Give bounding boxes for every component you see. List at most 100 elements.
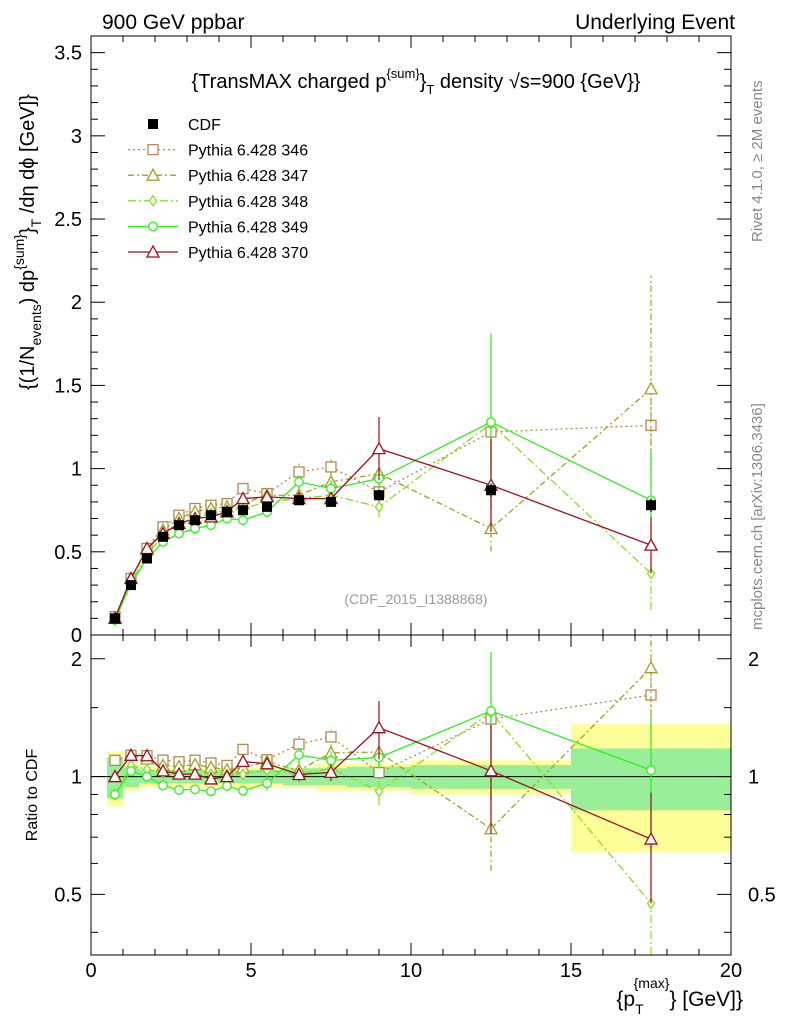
legend-marker bbox=[147, 143, 159, 156]
ratio-marker bbox=[139, 748, 155, 762]
data-marker bbox=[174, 520, 184, 531]
ratio-series-line bbox=[114, 667, 652, 830]
y-tick-label: 0.5 bbox=[54, 542, 82, 564]
data-marker bbox=[486, 485, 496, 496]
ratio-series-line bbox=[114, 694, 652, 774]
data-marker bbox=[262, 501, 272, 512]
legend-label: Pythia 6.428 347 bbox=[188, 168, 308, 185]
x-tick-label: 10 bbox=[400, 960, 422, 982]
legend-label: Pythia 6.428 348 bbox=[188, 194, 308, 211]
ratio-marker bbox=[237, 743, 249, 756]
series-marker bbox=[325, 461, 337, 473]
data-marker bbox=[158, 531, 168, 542]
ratio-marker bbox=[142, 771, 152, 782]
y-tick-label: 1 bbox=[71, 459, 82, 481]
ratio-marker bbox=[155, 763, 171, 777]
ratio-marker bbox=[294, 750, 304, 760]
series-marker bbox=[643, 381, 659, 395]
ratio-marker bbox=[371, 720, 387, 734]
ratio-marker bbox=[259, 756, 275, 770]
y-tick-label: 2.5 bbox=[54, 209, 82, 231]
header-right: Underlying Event bbox=[575, 11, 735, 34]
ratio-marker bbox=[158, 780, 168, 791]
analysis-label: (CDF_2015_I1388868) bbox=[344, 591, 487, 607]
y-tick-label: 0 bbox=[71, 625, 82, 647]
ratio-marker bbox=[238, 768, 248, 781]
ratio-marker bbox=[190, 784, 200, 795]
legend: CDF Pythia 6.428 346 Pythia 6.428 347 Pythi… bbox=[128, 117, 308, 262]
ratio-marker bbox=[206, 786, 216, 797]
ratio-y-tick-label: 2 bbox=[71, 649, 82, 671]
ratio-marker bbox=[123, 747, 139, 761]
legend-marker bbox=[145, 244, 161, 258]
mcplots-label: mcplots.cern.ch [arXiv:1306.3436] bbox=[749, 403, 766, 630]
data-marker bbox=[222, 506, 232, 517]
y-tick-label: 3 bbox=[71, 126, 82, 148]
x-tick-label: 0 bbox=[85, 960, 96, 982]
series-marker bbox=[174, 528, 184, 539]
ratio-marker bbox=[486, 706, 496, 716]
ratio-marker bbox=[126, 766, 136, 776]
main-plot: 0 0.5 1 1.5 2 2.5 3 3.5 bbox=[54, 35, 732, 647]
series-marker bbox=[486, 417, 496, 427]
ratio-y-tick-label-right: 0.5 bbox=[748, 884, 776, 906]
ratio-plot-frame bbox=[90, 634, 732, 956]
y-tick-label: 1.5 bbox=[54, 375, 82, 397]
legend-marker bbox=[148, 194, 158, 207]
legend-marker bbox=[148, 221, 158, 232]
legend-marker bbox=[145, 167, 161, 181]
ratio-marker bbox=[219, 769, 235, 783]
ratio-marker bbox=[262, 778, 272, 789]
series-marker bbox=[374, 500, 384, 514]
ratio-marker bbox=[174, 785, 184, 795]
legend-label: Pythia 6.428 349 bbox=[188, 219, 308, 236]
ratio-marker bbox=[293, 738, 305, 750]
x-axis-label: {pT{max}} [GeV]} bbox=[616, 975, 743, 1017]
ratio-y-tick-label-right: 1 bbox=[748, 767, 759, 789]
data-marker bbox=[326, 496, 336, 507]
data-marker bbox=[110, 613, 120, 624]
ratio-marker bbox=[291, 767, 307, 781]
ratio-marker bbox=[325, 731, 337, 743]
rivet-version-label: Rivet 4.1.0, ≥ 2M events bbox=[749, 80, 766, 242]
ratio-marker bbox=[326, 755, 336, 766]
ratio-marker bbox=[483, 763, 499, 777]
series-marker bbox=[238, 515, 248, 526]
ratio-plot: 0 5 10 15 20 0.5 0.5 1 1 2 2 bbox=[54, 635, 776, 982]
ratio-marker bbox=[171, 766, 187, 780]
ratio-y-axis-label: Ratio to CDF bbox=[24, 749, 41, 842]
ratio-y-tick-label-right: 2 bbox=[748, 649, 759, 671]
ratio-y-tick-label: 0.5 bbox=[54, 884, 82, 906]
data-marker bbox=[238, 505, 248, 516]
series-marker bbox=[371, 441, 387, 455]
legend-label: Pythia 6.428 346 bbox=[188, 143, 308, 160]
ratio-marker bbox=[235, 754, 251, 768]
plot-title: {TransMAX charged p{sum}}T density √s=90… bbox=[192, 66, 641, 97]
header-left: 900 GeV ppbar bbox=[102, 11, 244, 34]
series-marker bbox=[190, 523, 200, 534]
main-plot-frame bbox=[90, 35, 732, 636]
ratio-marker bbox=[374, 785, 384, 798]
data-marker bbox=[374, 490, 384, 501]
ratio-marker bbox=[110, 789, 120, 800]
ratio-marker bbox=[646, 765, 656, 776]
data-marker bbox=[142, 553, 152, 564]
legend-label: Pythia 6.428 370 bbox=[188, 245, 308, 262]
ratio-marker bbox=[643, 831, 659, 845]
data-marker bbox=[126, 580, 136, 591]
ratio-marker bbox=[643, 660, 659, 674]
x-tick-label: 20 bbox=[720, 960, 742, 982]
data-marker bbox=[206, 510, 216, 521]
series-marker bbox=[294, 477, 304, 487]
legend-marker-cdf bbox=[148, 119, 158, 129]
ratio-marker bbox=[107, 769, 123, 783]
ratio-marker bbox=[323, 765, 339, 779]
y-tick-label: 2 bbox=[71, 292, 82, 314]
data-marker bbox=[646, 500, 656, 511]
series-marker bbox=[235, 491, 251, 505]
ratio-marker bbox=[109, 754, 121, 767]
ratio-marker bbox=[203, 771, 219, 785]
ratio-marker bbox=[222, 781, 232, 791]
ratio-y-tick-label: 1 bbox=[71, 767, 82, 789]
